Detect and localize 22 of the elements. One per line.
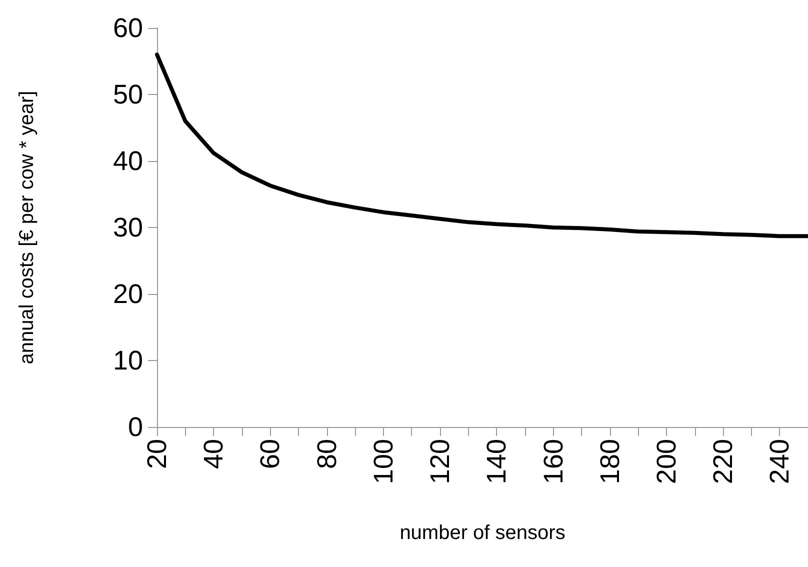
x-tick-label: 120	[425, 439, 456, 484]
y-tick-label: 60	[112, 13, 143, 43]
x-tick-label: 180	[594, 439, 625, 484]
y-tick-label: 10	[112, 346, 143, 376]
y-tick-label: 50	[112, 80, 143, 110]
line-series	[155, 52, 808, 238]
y-tick-label: 0	[128, 412, 143, 442]
x-axis-title: number of sensors	[400, 522, 566, 544]
x-tick-label: 220	[708, 439, 738, 484]
y-tick-label: 20	[112, 279, 143, 309]
x-tick-label: 160	[538, 439, 568, 484]
x-tick-label: 60	[255, 439, 286, 470]
x-tick-label: 140	[482, 439, 512, 484]
x-tick-label: 100	[368, 439, 398, 484]
x-tick-label: 240	[764, 439, 795, 484]
x-tick-label: 80	[312, 439, 342, 470]
y-tick-label: 30	[112, 212, 143, 242]
y-tick-label: 40	[112, 146, 143, 176]
x-tick-label: 200	[651, 439, 682, 484]
y-axis-title: annual costs [€ per cow * year]	[16, 90, 38, 364]
x-tick-label: 40	[198, 439, 229, 470]
x-tick-label: 20	[142, 439, 172, 470]
